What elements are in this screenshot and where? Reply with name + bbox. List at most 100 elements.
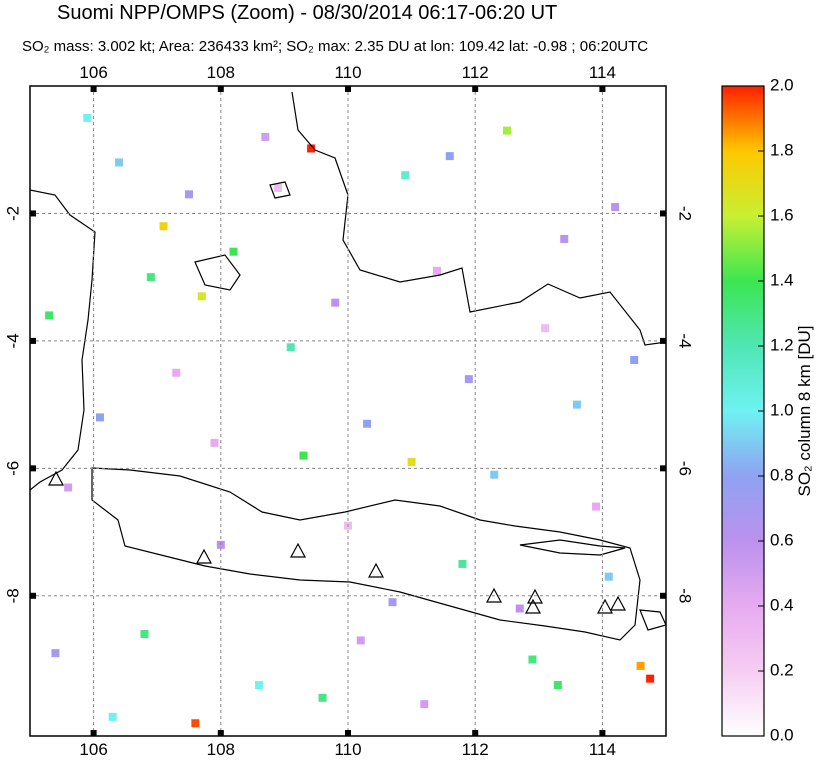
so2-pixel (572, 400, 581, 409)
colorbar (721, 85, 765, 737)
so2-pixel (420, 700, 429, 709)
so2-pixel (197, 292, 206, 301)
bangka-coast (194, 254, 241, 291)
so2-pixel (191, 719, 200, 728)
subtitle: SO₂ mass: 3.002 kt; Area: 236433 km²; SO… (22, 38, 648, 55)
volcano (367, 562, 385, 578)
y-tick-label: -4 (676, 333, 695, 348)
y-tick-label: -8 (676, 588, 695, 603)
map-axes: 106 106 108 108 110 110 112 112 114 114 -2 -2 -4 -4 -6… (3, 63, 694, 759)
x-tick-label: 106 (79, 740, 107, 759)
so2-pixel (261, 132, 270, 141)
so2-pixel (363, 419, 372, 428)
colorbar-tick-label: 1.2 (770, 335, 794, 354)
borneo-coast (291, 91, 666, 346)
y-tick-label: -2 (3, 206, 22, 221)
x-tick-label: 108 (207, 740, 235, 759)
so2-pixel (172, 368, 181, 377)
so2-pixel (274, 183, 283, 192)
so2-pixel (64, 483, 73, 492)
volcano (47, 470, 65, 486)
y-tick-label: -6 (3, 461, 22, 476)
so2-pixel (83, 113, 92, 122)
so2-pixel (254, 681, 263, 690)
so2-pixel (490, 470, 499, 479)
volcano (195, 548, 213, 564)
x-tick-label: 112 (462, 63, 489, 82)
volcano (609, 595, 627, 611)
volcano (526, 588, 544, 604)
y-tick-label: -4 (3, 333, 22, 348)
colorbar-tick-label: 0.6 (770, 530, 794, 549)
so2-pixel (95, 413, 104, 422)
colorbar-tick-label: 1.4 (770, 270, 794, 289)
y-tick-label: -6 (676, 461, 695, 476)
so2-pixel (630, 356, 639, 365)
x-tick-label: 108 (207, 63, 235, 82)
sumatra-coast (30, 189, 96, 491)
so2-pixels (45, 113, 655, 728)
so2-pixel (646, 674, 655, 683)
so2-pixel (553, 681, 562, 690)
colorbar-tick-label: 1.6 (770, 205, 794, 224)
so2-pixel (115, 158, 124, 167)
so2-pixel (464, 375, 473, 384)
colorbar-tick-label: 1.8 (770, 140, 794, 159)
so2-pixel (45, 311, 54, 320)
so2-pixel (611, 203, 620, 212)
so2-pixel (318, 693, 327, 702)
x-tick-label: 106 (79, 63, 107, 82)
colorbar-tick-label: 2.0 (770, 75, 794, 94)
colorbar-tick-label: 0.0 (770, 725, 794, 744)
so2-pixel (407, 457, 416, 466)
java-coast (91, 467, 641, 641)
so2-pixel (185, 190, 193, 199)
so2-pixel (159, 222, 168, 231)
so2-pixel (433, 266, 442, 275)
so2-pixel (401, 171, 410, 180)
colorbar-label: SO₂ column 8 km [DU] (795, 326, 814, 497)
x-tick-label: 114 (589, 740, 616, 759)
so2-pixel (636, 661, 645, 670)
y-tick-label: -2 (676, 206, 695, 221)
colorbar-tick-label: 0.2 (770, 660, 794, 679)
so2-pixel (503, 126, 511, 135)
x-tick-label: 114 (589, 63, 616, 82)
so2-pixel (229, 247, 238, 256)
madura-coast (519, 539, 626, 556)
so2-pixel (51, 649, 60, 658)
so2-pixel (458, 559, 467, 568)
x-tick-label: 110 (334, 740, 361, 759)
so2-pixel (108, 712, 117, 721)
volcano (596, 598, 614, 614)
so2-pixel (331, 298, 340, 307)
colorbar-tick-label: 0.8 (770, 465, 794, 484)
so2-pixel (356, 636, 365, 645)
belitung-coast (269, 181, 291, 199)
map-frame (29, 85, 667, 737)
so2-pixel (604, 572, 613, 581)
title: Suomi NPP/OMPS (Zoom) - 08/30/2014 06:17… (57, 2, 557, 24)
volcano (289, 542, 307, 558)
so2-pixel (528, 655, 537, 664)
colorbar-tick-label: 1.0 (770, 400, 794, 419)
so2-pixel (515, 604, 524, 613)
so2-pixel (146, 273, 155, 282)
so2-pixel (140, 630, 149, 639)
so2-pixel (560, 234, 569, 243)
so2-pixel (286, 343, 295, 352)
so2-pixel (299, 451, 308, 460)
volcano (485, 587, 503, 603)
bali-coast (639, 609, 666, 631)
so2-pixel (210, 438, 219, 447)
x-tick-label: 112 (462, 740, 489, 759)
so2-pixel (541, 324, 550, 333)
coastlines (30, 91, 666, 641)
so2-pixel (388, 598, 397, 607)
y-tick-label: -8 (3, 588, 22, 603)
x-tick-label: 110 (334, 63, 361, 82)
volcanoes (47, 470, 627, 614)
colorbar-tick-label: 0.4 (770, 595, 794, 614)
so2-pixel (592, 502, 601, 511)
